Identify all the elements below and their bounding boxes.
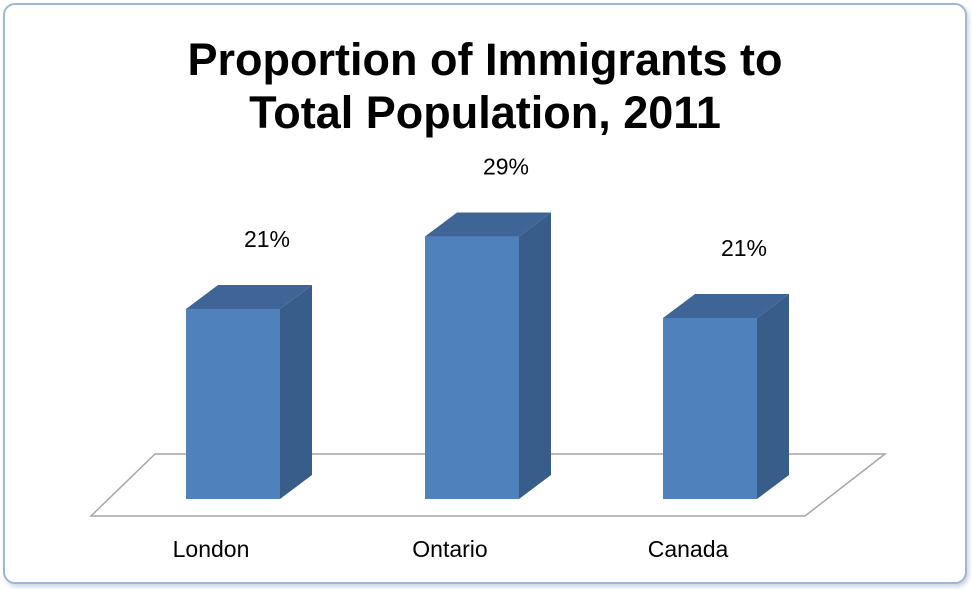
bar-front-canada [663,317,757,499]
bar-side-canada [757,293,789,499]
bar-london [186,284,312,499]
data-label-london: 21% [244,226,290,252]
bar-ontario [425,212,551,500]
bar-chart-plot: 21% 29% 21% London Ontario Canada [89,154,888,562]
chart-title-line-1: Proportion of Immigrants to [187,34,783,85]
category-label-group: London Ontario Canada [173,536,729,562]
category-label-canada: Canada [648,536,729,562]
chart-title: Proportion of Immigrants to Total Popula… [5,33,965,139]
bar-side-london [280,284,312,499]
bar-front-london [186,308,280,499]
data-label-canada: 21% [721,235,767,261]
bar-top-ontario [425,212,551,237]
data-label-group: 21% 29% 21% [244,154,767,261]
bar-group [186,212,789,500]
bar-front-ontario [425,236,519,500]
chart-title-line-2: Total Population, 2011 [249,87,721,138]
bar-side-ontario [519,212,551,500]
bar-canada [663,293,789,499]
bar-top-canada [663,293,789,318]
data-label-ontario: 29% [483,154,529,180]
chart-frame: Proportion of Immigrants to Total Popula… [3,3,967,584]
category-label-ontario: Ontario [412,536,487,562]
category-label-london: London [173,536,250,562]
bar-top-london [186,284,312,309]
